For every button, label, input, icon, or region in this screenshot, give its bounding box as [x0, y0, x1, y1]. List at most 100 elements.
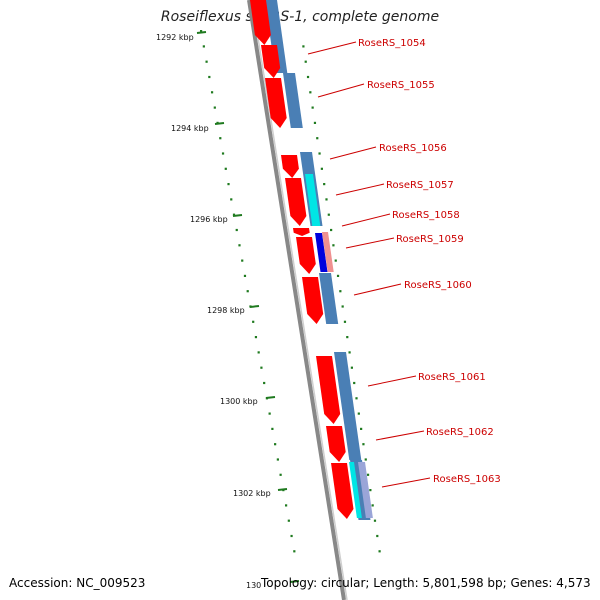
gene-label-8: RoseRS_1062 [426, 427, 494, 438]
tick-label-0: 1292 kbp [156, 33, 194, 42]
major-tick [265, 396, 276, 399]
minor-tick [230, 198, 233, 201]
cyan-feature-1057 [305, 174, 321, 226]
minor-tick [268, 412, 271, 415]
minor-tick [276, 458, 279, 461]
minor-tick [323, 183, 326, 186]
blue-feature-1059 [315, 233, 328, 272]
minor-tick [360, 427, 363, 430]
minor-tick [224, 167, 227, 170]
gene-label-1: RoseRS_1055 [367, 80, 435, 91]
gene-label-9: RoseRS_1063 [433, 474, 501, 485]
minor-tick [378, 550, 381, 553]
cds-arrow-6 [296, 237, 316, 274]
minor-tick [290, 534, 293, 538]
tick-label-6: 130 [246, 581, 261, 590]
minor-tick [208, 75, 211, 79]
minor-tick [364, 458, 367, 461]
minor-tick [238, 244, 241, 247]
lavender-feature-1063 [358, 462, 373, 518]
gene-callout-line [335, 183, 385, 196]
minor-tick [350, 366, 353, 369]
gene-label-4: RoseRS_1058 [392, 210, 460, 221]
gene-label-5: RoseRS_1059 [396, 234, 464, 245]
cds-arrow-0 [250, 0, 271, 45]
minor-tick [362, 443, 365, 446]
genome-summary-text: Topology: circular; Length: 5,801,598 bp… [261, 576, 591, 590]
minor-tick [336, 274, 340, 277]
minor-tick [260, 366, 263, 369]
tick-label-1: 1294 kbp [171, 124, 209, 133]
tick-label-5: 1302 kbp [233, 489, 271, 498]
minor-tick [330, 228, 333, 232]
minor-tick [325, 198, 328, 201]
map-title: Roseiflexus sp. RS-1, complete genome [160, 9, 440, 25]
blast-hit-1 [283, 73, 303, 128]
minor-tick [284, 504, 288, 507]
gene-label-2: RoseRS_1056 [379, 143, 447, 154]
minor-tick [287, 519, 290, 522]
major-tick [196, 31, 207, 34]
tick-label-2: 1296 kbp [190, 215, 228, 224]
minor-tick [257, 351, 260, 354]
minor-tick [373, 519, 377, 522]
pink-feature-1059 [322, 232, 334, 272]
cds-arrow-9 [326, 426, 346, 462]
major-tick [277, 488, 288, 491]
minor-tick [302, 45, 305, 48]
minor-tick [293, 550, 296, 553]
minor-tick [376, 534, 379, 538]
minor-tick [241, 259, 244, 262]
minor-tick [205, 60, 208, 63]
cds-arrow-2 [265, 78, 287, 128]
gene-callout-line [345, 237, 395, 249]
blast-hit-0 [265, 0, 288, 73]
minor-tick [235, 228, 238, 232]
minor-tick [252, 320, 255, 323]
cds-arrow-8 [316, 356, 341, 424]
minor-tick [343, 320, 347, 323]
minor-tick [309, 91, 312, 94]
minor-tick [348, 351, 351, 354]
minor-tick [263, 381, 266, 385]
minor-tick [320, 167, 323, 170]
minor-tick [279, 473, 282, 476]
major-tick [214, 122, 225, 125]
minor-tick [339, 290, 342, 293]
cds-arrow-5 [293, 228, 310, 236]
gene-label-0: RoseRS_1054 [358, 38, 426, 49]
minor-tick [306, 75, 310, 79]
minor-tick [246, 290, 249, 293]
minor-tick [357, 412, 360, 415]
gene-callout-line [367, 375, 417, 387]
minor-tick [200, 30, 203, 33]
cds-arrow-1 [261, 45, 281, 78]
minor-tick [334, 259, 337, 262]
minor-tick [366, 473, 370, 476]
gene-callout-line [329, 146, 377, 160]
tick-label-4: 1300 kbp [220, 397, 258, 406]
minor-tick [221, 152, 225, 155]
gene-label-6: RoseRS_1060 [404, 280, 472, 291]
minor-tick [346, 336, 349, 339]
gene-label-7: RoseRS_1061 [418, 372, 486, 383]
minor-tick [213, 106, 216, 109]
minor-tick [254, 336, 258, 339]
minor-tick [369, 489, 372, 492]
blast-hit-4 [334, 352, 362, 460]
minor-tick [311, 106, 314, 109]
minor-tick [274, 443, 277, 446]
gene-callout-line [353, 283, 402, 296]
minor-tick [219, 137, 222, 140]
minor-tick [332, 244, 335, 247]
minor-tick [316, 137, 319, 140]
minor-tick [353, 381, 356, 385]
minor-tick [341, 305, 344, 308]
minor-tick [318, 152, 321, 155]
minor-tick [202, 45, 205, 48]
cds-arrow-7 [302, 277, 324, 324]
minor-tick [355, 397, 358, 400]
cds-arrow-10 [331, 463, 354, 519]
